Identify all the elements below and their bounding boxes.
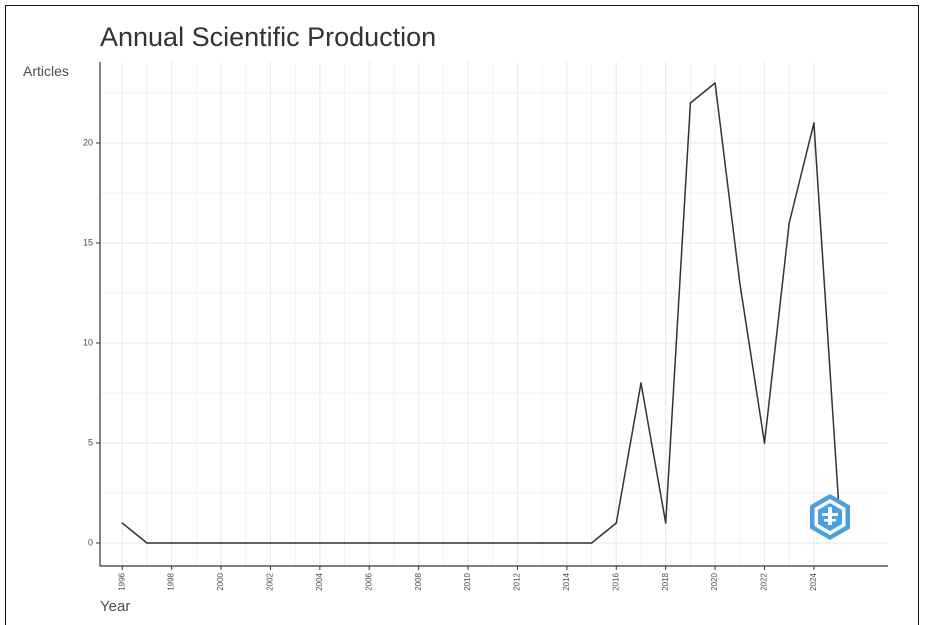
x-tick-label: 2016 — [611, 572, 620, 590]
x-tick-label: 2022 — [760, 572, 769, 590]
data-point — [393, 542, 395, 544]
data-point — [788, 222, 790, 224]
x-axis-ticks: 1996 1998 2000 2002 2004 2006 2008 2010 2012 2014… — [117, 566, 818, 591]
data-point — [343, 542, 346, 544]
data-point — [294, 542, 296, 544]
chart-title: Annual Scientific Production — [100, 22, 437, 52]
data-point — [664, 522, 667, 524]
data-point — [195, 542, 198, 544]
image-frame — [5, 5, 919, 625]
x-tick-label: 2020 — [710, 572, 719, 590]
x-tick-label: 2012 — [513, 572, 522, 590]
data-point — [269, 542, 272, 544]
data-point — [121, 522, 124, 524]
x-tick-label: 2004 — [315, 572, 324, 590]
x-tick-label: 2002 — [266, 572, 275, 590]
y-axis-ticks: 0 5 10 15 20 — [83, 137, 100, 547]
data-point — [813, 122, 815, 124]
x-tick-label: 2000 — [216, 572, 225, 590]
data-point — [368, 542, 371, 544]
data-point — [763, 442, 766, 444]
data-point — [640, 382, 642, 384]
y-tick-label: 10 — [83, 337, 93, 347]
data-point — [566, 542, 568, 544]
data-point — [442, 542, 445, 544]
x-tick-label: 1998 — [167, 572, 176, 590]
data-point — [689, 102, 692, 104]
data-point — [541, 542, 543, 544]
data-point — [615, 522, 618, 524]
x-tick-label: 2014 — [562, 572, 571, 590]
data-point — [738, 282, 741, 284]
series-points — [121, 82, 840, 544]
x-tick-label: 2006 — [364, 572, 373, 590]
y-tick-label: 20 — [83, 137, 93, 147]
data-point — [220, 542, 222, 544]
x-tick-label: 2008 — [414, 572, 423, 590]
x-tick-label: 2010 — [463, 572, 472, 590]
data-point — [516, 542, 519, 544]
series-line — [121, 82, 840, 544]
x-tick-label: 2018 — [661, 572, 670, 590]
data-point — [146, 542, 148, 544]
y-tick-label: 15 — [83, 237, 93, 247]
data-point — [417, 542, 420, 544]
minor-gridlines — [100, 62, 888, 566]
data-point — [491, 542, 494, 544]
data-point — [590, 542, 593, 544]
x-tick-label: 1996 — [117, 572, 126, 590]
y-axis-label: Articles — [23, 63, 69, 79]
data-point — [467, 542, 469, 544]
data-point — [244, 542, 247, 544]
y-tick-label: 5 — [88, 437, 93, 447]
x-axis-label: Year — [100, 598, 131, 615]
bibliometrix-logo-icon — [810, 494, 850, 540]
major-gridlines — [100, 62, 888, 566]
x-tick-label: 2024 — [809, 572, 818, 590]
data-point — [319, 542, 321, 544]
y-tick-label: 0 — [88, 537, 93, 547]
data-point — [170, 542, 173, 544]
data-point — [714, 82, 716, 84]
